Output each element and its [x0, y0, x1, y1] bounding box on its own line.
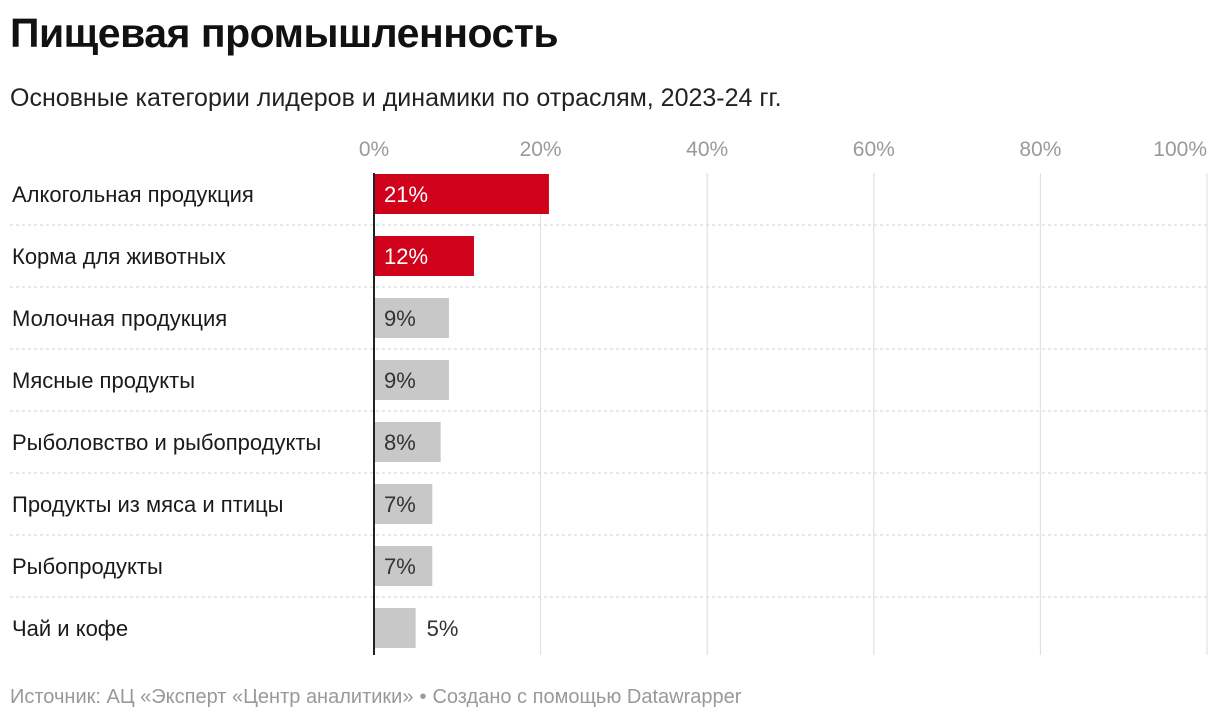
- bar: [374, 608, 416, 648]
- credit-note: Создано с помощью Datawrapper: [432, 686, 742, 708]
- x-axis-ticks: 0% 20% 40% 60% 80% 100%: [359, 138, 1207, 161]
- bar: [374, 174, 549, 214]
- category-label: Чай и кофе: [12, 616, 128, 641]
- value-label: 9%: [384, 306, 416, 331]
- source-note: Источник: АЦ «Эксперт «Центр аналитики»: [10, 686, 414, 708]
- bar-chart: 0% 20% 40% 60% 80% 100% Алкогольная продукция…: [10, 138, 1208, 655]
- category-label: Рыболовство и рыбопродукты: [12, 430, 321, 455]
- category-label: Мясные продукты: [12, 368, 195, 393]
- bar: [374, 484, 433, 524]
- value-labels: 21% 12% 9% 9% 8% 7% 7% 5%: [384, 182, 458, 641]
- row-separators: [10, 224, 1207, 598]
- category-label: Корма для животных: [12, 244, 226, 269]
- x-tick-label: 20%: [520, 138, 562, 161]
- category-label: Рыбопродукты: [12, 554, 163, 579]
- footer: Источник: АЦ «Эксперт «Центр аналитики» •…: [10, 686, 741, 709]
- x-tick-label: 80%: [1019, 138, 1061, 161]
- bar: [374, 360, 449, 400]
- value-label: 7%: [384, 554, 416, 579]
- x-tick-label: 100%: [1153, 138, 1207, 161]
- bar: [374, 298, 449, 338]
- grid-lines: [540, 173, 1208, 655]
- value-label: 8%: [384, 430, 416, 455]
- bar: [374, 546, 433, 586]
- chart-subtitle: Основные категории лидеров и динамики по…: [10, 84, 782, 112]
- x-tick-label: 0%: [359, 138, 389, 161]
- bar: [374, 236, 474, 276]
- chart-title: Пищевая промышленность: [10, 10, 559, 56]
- x-tick-label: 40%: [686, 138, 728, 161]
- x-tick-label: 60%: [853, 138, 895, 161]
- category-label: Алкогольная продукция: [12, 182, 254, 207]
- category-labels: Алкогольная продукция Корма для животных М…: [12, 182, 321, 641]
- category-label: Продукты из мяса и птицы: [12, 492, 283, 517]
- value-label: 5%: [427, 616, 459, 641]
- category-label: Молочная продукция: [12, 306, 227, 331]
- value-label: 12%: [384, 244, 428, 269]
- value-label: 7%: [384, 492, 416, 517]
- value-label: 9%: [384, 368, 416, 393]
- bars: [374, 174, 549, 648]
- bar: [374, 422, 441, 462]
- footer-separator: •: [419, 686, 427, 708]
- value-label: 21%: [384, 182, 428, 207]
